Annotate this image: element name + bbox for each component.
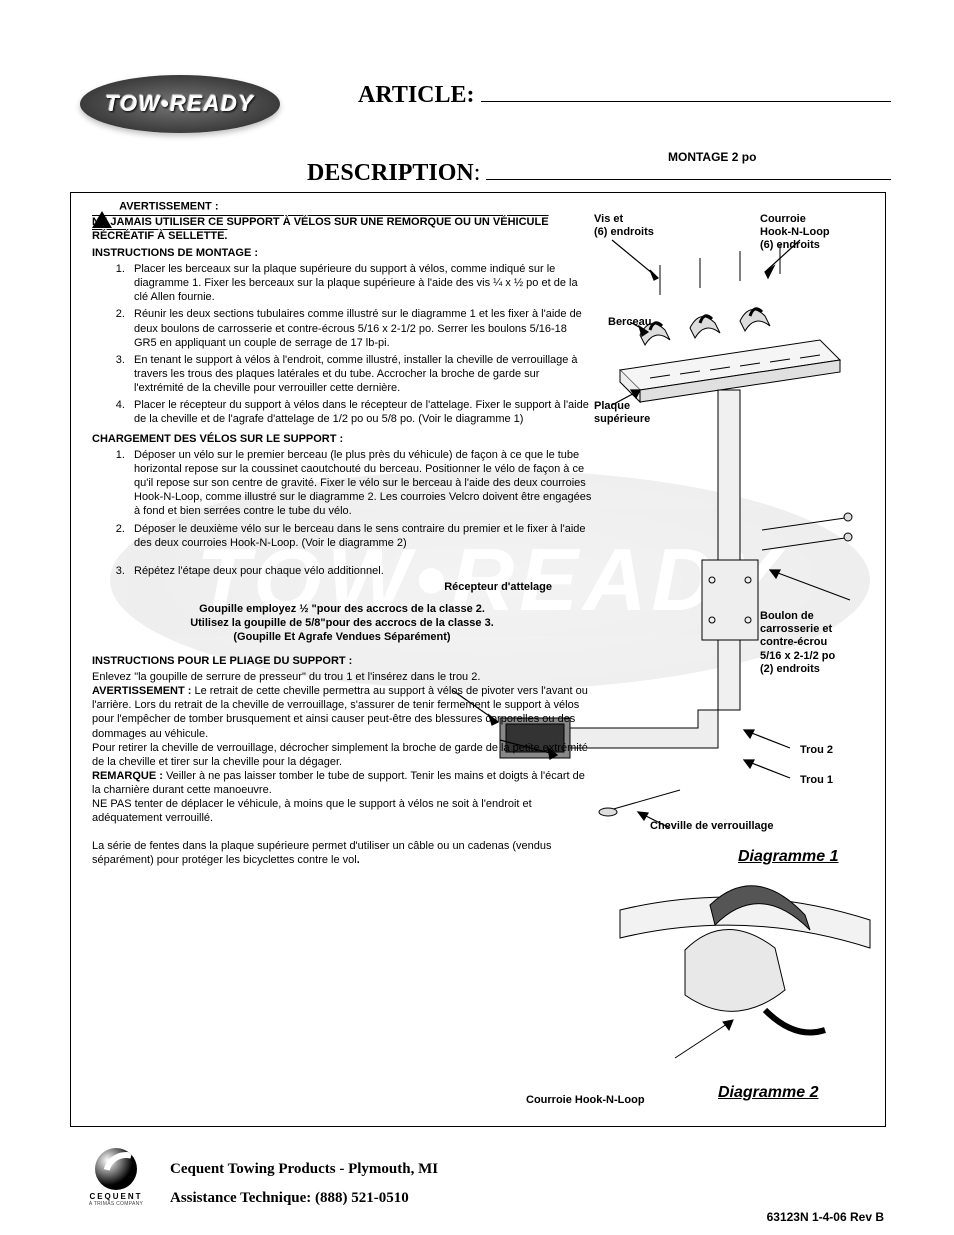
fold-remark: REMARQUE : Veiller à ne pas laisser tomb… (92, 769, 592, 797)
list-item: Placer les berceaux sur la plaque supéri… (128, 262, 592, 304)
pin-note: Goupille employez ½ "pour des accrocs de… (92, 602, 592, 644)
diagram-1-title: Diagramme 1 (738, 848, 839, 866)
fold-warn-label: AVERTISSEMENT : (92, 685, 191, 697)
receiver-label: Récepteur d'attelage (92, 580, 552, 594)
list-item: Répétez l'étape deux pour chaque vélo ad… (128, 564, 592, 578)
label-lock-pin: Cheville de verrouillage (650, 820, 774, 833)
footer-text: Cequent Towing Products - Plymouth, MI A… (170, 1155, 438, 1212)
fold-remark-label: REMARQUE : (92, 770, 163, 782)
label-strap2: Courroie Hook-N-Loop (526, 1094, 645, 1107)
article-header: ARTICLE: (358, 82, 891, 109)
montage-label: MONTAGE 2 po (668, 150, 756, 164)
cequent-logo: CEQUENT A TRIMAS COMPANY (80, 1148, 152, 1213)
body-text: AVERTISSEMENT : NE JAMAIS UTILISER CE SU… (92, 198, 592, 867)
label-strap: Courroie Hook-N-Loop (6) endroits (760, 213, 830, 253)
fold-heading: INSTRUCTIONS POUR LE PLIAGE DU SUPPORT : (92, 654, 592, 668)
fold-p4: La série de fentes dans la plaque supéri… (92, 839, 592, 867)
list-item: Placer le récepteur du support à vélos d… (128, 398, 592, 426)
description-underline (486, 163, 891, 180)
description-label: DESCRIPTION (307, 160, 474, 186)
brand-logo-text: TOW•READY (105, 91, 254, 117)
label-hole2: Trou 2 (800, 744, 833, 757)
article-underline (481, 85, 891, 102)
fold-p3: NE PAS tenter de déplacer le véhicule, à… (92, 797, 592, 825)
list-item: Réunir les deux sections tubulaires comm… (128, 307, 592, 349)
warning-icon (92, 198, 112, 215)
pin-note-line: (Goupille Et Agrafe Vendues Séparément) (92, 630, 592, 644)
fold-warning: AVERTISSEMENT : Le retrait de cette chev… (92, 684, 592, 740)
label-hole1: Trou 1 (800, 774, 833, 787)
cequent-swirl-icon (95, 1148, 137, 1190)
list-item: Déposer un vélo sur le premier berceau (… (128, 448, 592, 518)
warning-text: NE JAMAIS UTILISER CE SUPPORT À VÉLOS SU… (92, 215, 592, 243)
list-item: Déposer le deuxième vélo sur le berceau … (128, 522, 592, 550)
fold-p1: Enlevez "la goupille de serrure de press… (92, 670, 592, 684)
footer-code: 63123N 1-4-06 Rev B (767, 1210, 884, 1224)
cequent-brand: CEQUENT (89, 1192, 142, 1201)
list-item: En tenant le support à vélos à l'endroit… (128, 353, 592, 395)
label-top-plate: Plaque supérieure (594, 400, 650, 426)
page: TOW•READY TOW•READY ARTICLE: DESCRIPTION… (0, 0, 954, 1235)
label-cradle: Berceau (608, 316, 651, 329)
warning-title: AVERTISSEMENT : (119, 200, 218, 212)
fold-p2: Pour retirer la cheville de verrouillage… (92, 741, 592, 769)
assembly-steps: Placer les berceaux sur la plaque supéri… (92, 262, 592, 426)
article-label: ARTICLE: (358, 82, 475, 109)
diagram-2-drawing (615, 870, 875, 1065)
description-header: DESCRIPTION: (307, 160, 891, 187)
footer-support: Assistance Technique: (888) 521-0510 (170, 1184, 438, 1213)
cequent-brand-sub: A TRIMAS COMPANY (89, 1201, 143, 1207)
assembly-heading: INSTRUCTIONS DE MONTAGE : (92, 246, 592, 260)
pin-note-line: Goupille employez ½ "pour des accrocs de… (92, 602, 592, 616)
label-screws: Vis et (6) endroits (594, 213, 654, 239)
diagram-2-title: Diagramme 2 (718, 1084, 819, 1102)
brand-logo: TOW•READY (80, 75, 280, 140)
loading-steps: Déposer un vélo sur le premier berceau (… (92, 448, 592, 578)
footer-company: Cequent Towing Products - Plymouth, MI (170, 1155, 438, 1184)
warning-block: AVERTISSEMENT : NE JAMAIS UTILISER CE SU… (92, 198, 592, 243)
pin-note-line: Utilisez la goupille de 5/8"pour des acc… (92, 616, 592, 630)
loading-heading: CHARGEMENT DES VÉLOS SUR LE SUPPORT : (92, 432, 592, 446)
label-bolt: Boulon de carrosserie et contre-écrou 5/… (760, 610, 835, 676)
